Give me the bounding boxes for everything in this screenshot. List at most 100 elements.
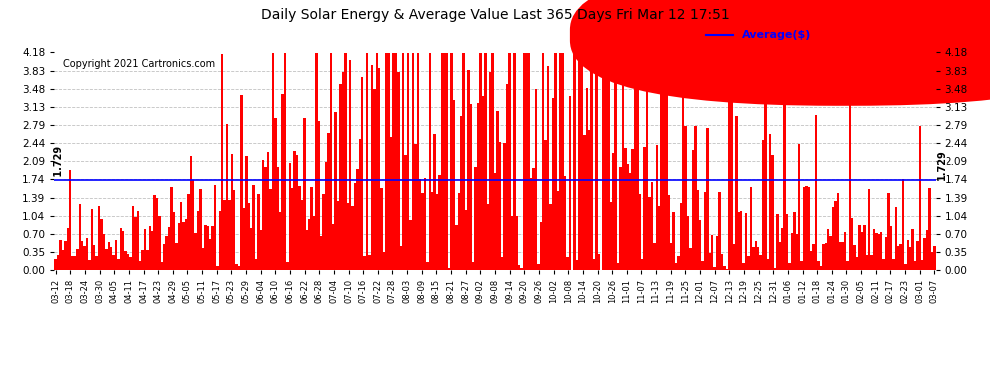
Bar	[269, 189, 271, 270]
Bar	[598, 254, 600, 270]
Bar	[796, 234, 798, 270]
Bar	[820, 266, 822, 270]
Bar	[291, 188, 293, 270]
Bar	[692, 150, 694, 270]
Bar	[506, 84, 508, 270]
Bar	[607, 53, 610, 270]
Bar	[714, 267, 716, 270]
Bar	[402, 53, 405, 270]
Bar	[697, 190, 699, 270]
Bar	[332, 224, 335, 270]
Bar	[658, 206, 660, 270]
Bar	[764, 53, 766, 270]
Bar	[620, 167, 622, 270]
Bar	[113, 255, 115, 270]
Bar	[728, 53, 731, 270]
Bar	[627, 164, 629, 270]
Bar	[241, 94, 243, 270]
Bar	[538, 264, 540, 270]
Bar	[518, 265, 521, 270]
Bar	[325, 162, 328, 270]
Bar	[148, 226, 151, 270]
Bar	[868, 189, 870, 270]
Bar	[132, 206, 134, 270]
Bar	[257, 194, 259, 270]
Bar	[419, 179, 422, 270]
Bar	[405, 155, 407, 270]
Bar	[486, 204, 489, 270]
Bar	[830, 236, 832, 270]
Bar	[822, 244, 825, 270]
Bar	[71, 256, 74, 270]
Bar	[427, 262, 429, 270]
Bar	[769, 134, 771, 270]
Bar	[590, 62, 593, 270]
Bar	[617, 263, 620, 270]
Bar	[103, 234, 105, 270]
Bar	[843, 232, 846, 270]
Bar	[885, 237, 887, 270]
Bar	[513, 53, 516, 270]
Bar	[511, 216, 513, 270]
Bar	[752, 247, 754, 270]
Bar	[120, 228, 122, 270]
Bar	[233, 190, 236, 270]
Bar	[472, 262, 474, 270]
Bar	[155, 198, 158, 270]
Bar	[397, 72, 400, 270]
Bar	[914, 261, 916, 270]
Bar	[78, 204, 81, 270]
Bar	[417, 53, 419, 270]
Bar	[516, 216, 518, 270]
Bar	[610, 202, 612, 270]
Bar	[303, 118, 306, 270]
Bar	[593, 259, 595, 270]
Bar	[447, 268, 450, 270]
Bar	[110, 247, 113, 270]
Bar	[887, 194, 890, 270]
Text: 1.729: 1.729	[54, 146, 64, 180]
Bar	[318, 121, 320, 270]
Bar	[684, 126, 687, 270]
Bar	[851, 218, 853, 270]
Bar	[779, 242, 781, 270]
Bar	[848, 94, 851, 270]
Bar	[494, 173, 496, 270]
Bar	[446, 53, 447, 270]
Bar	[815, 115, 818, 270]
Bar	[573, 53, 576, 270]
Bar	[754, 241, 757, 270]
Bar	[665, 53, 667, 270]
Bar	[622, 53, 624, 270]
Bar	[395, 53, 397, 270]
Bar	[105, 249, 108, 270]
Bar	[757, 247, 759, 270]
Bar	[293, 151, 296, 270]
Bar	[791, 233, 793, 270]
Bar	[704, 192, 706, 270]
Bar	[467, 70, 469, 270]
Bar	[839, 242, 842, 270]
Bar	[160, 262, 163, 270]
Bar	[348, 60, 351, 270]
Bar	[262, 160, 264, 270]
Text: Daily Solar Energy & Average Value Last 365 Days Fri Mar 12 17:51: Daily Solar Energy & Average Value Last …	[260, 8, 730, 21]
Bar	[523, 53, 525, 270]
Bar	[798, 144, 800, 270]
Bar	[563, 176, 566, 270]
Bar	[455, 225, 457, 270]
Bar	[197, 211, 199, 270]
Bar	[207, 226, 209, 270]
Bar	[605, 53, 607, 270]
Bar	[248, 203, 250, 270]
Bar	[286, 262, 289, 270]
Bar	[125, 251, 127, 270]
Bar	[682, 79, 684, 270]
Bar	[744, 213, 747, 270]
Bar	[837, 193, 839, 270]
Bar	[504, 143, 506, 270]
Bar	[650, 182, 653, 270]
Bar	[271, 53, 274, 270]
Bar	[194, 233, 197, 270]
Bar	[375, 53, 378, 270]
